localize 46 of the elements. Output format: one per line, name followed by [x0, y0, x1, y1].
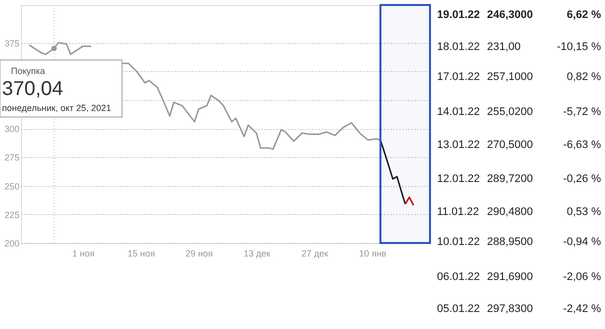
text: 291,6900: [487, 271, 533, 283]
line-series: [380, 139, 406, 205]
y-tick-label: 225: [4, 210, 20, 220]
x-tick-label: 27 дек: [301, 248, 328, 258]
x-tick-label: 13 дек: [244, 248, 270, 258]
y-tick-label: 250: [4, 181, 20, 192]
text: 288,9500: [487, 236, 533, 248]
text: -0,94 %: [563, 236, 602, 248]
annotation: понедельник, окт 25, 2021: [2, 103, 112, 113]
x-tick-label: 1 ноя: [72, 248, 95, 258]
text: 06.01.22: [437, 271, 480, 283]
text: 19.01.22: [437, 9, 480, 21]
text: -10,15 %: [556, 41, 602, 53]
text: -2,06 %: [563, 271, 602, 283]
annotation: Покупка: [11, 66, 46, 76]
y-tick-label: 200: [4, 238, 20, 248]
text: 10.01.22: [437, 236, 480, 248]
text: 289,7200: [487, 173, 533, 185]
text: 12.01.22: [437, 173, 480, 185]
text: 6,62 %: [566, 9, 602, 21]
text: 255,0200: [487, 106, 533, 118]
text: 05.01.22: [437, 303, 480, 315]
text: 270,5000: [487, 139, 533, 151]
annotation: 370,04: [2, 78, 64, 100]
text: 11.01.22: [437, 206, 480, 218]
text: 297,8300: [487, 303, 533, 315]
y-tick-label: 375: [4, 38, 20, 48]
y-tick-label: 300: [4, 124, 20, 134]
text: -2,42 %: [563, 303, 602, 315]
text: 0,82 %: [566, 71, 602, 83]
y-tick-label: 275: [4, 152, 20, 163]
text: 13.01.22: [437, 139, 480, 151]
text: 18.01.22: [437, 41, 480, 53]
text: 17.01.22: [437, 71, 480, 83]
text: 0,53 %: [566, 206, 602, 218]
text: 14.01.22: [437, 106, 480, 118]
text: 246,3000: [487, 9, 533, 21]
text: 231,00: [487, 41, 521, 53]
text: -0,26 %: [563, 173, 602, 185]
text: 290,4800: [487, 206, 533, 218]
text: -6,63 %: [563, 139, 602, 151]
x-tick-label: 29 ноя: [185, 248, 213, 258]
x-tick-label: 10 янв: [359, 248, 386, 258]
text: 257,1000: [487, 71, 533, 83]
text: -5,72 %: [563, 106, 602, 118]
x-tick-label: 15 ноя: [128, 248, 156, 258]
